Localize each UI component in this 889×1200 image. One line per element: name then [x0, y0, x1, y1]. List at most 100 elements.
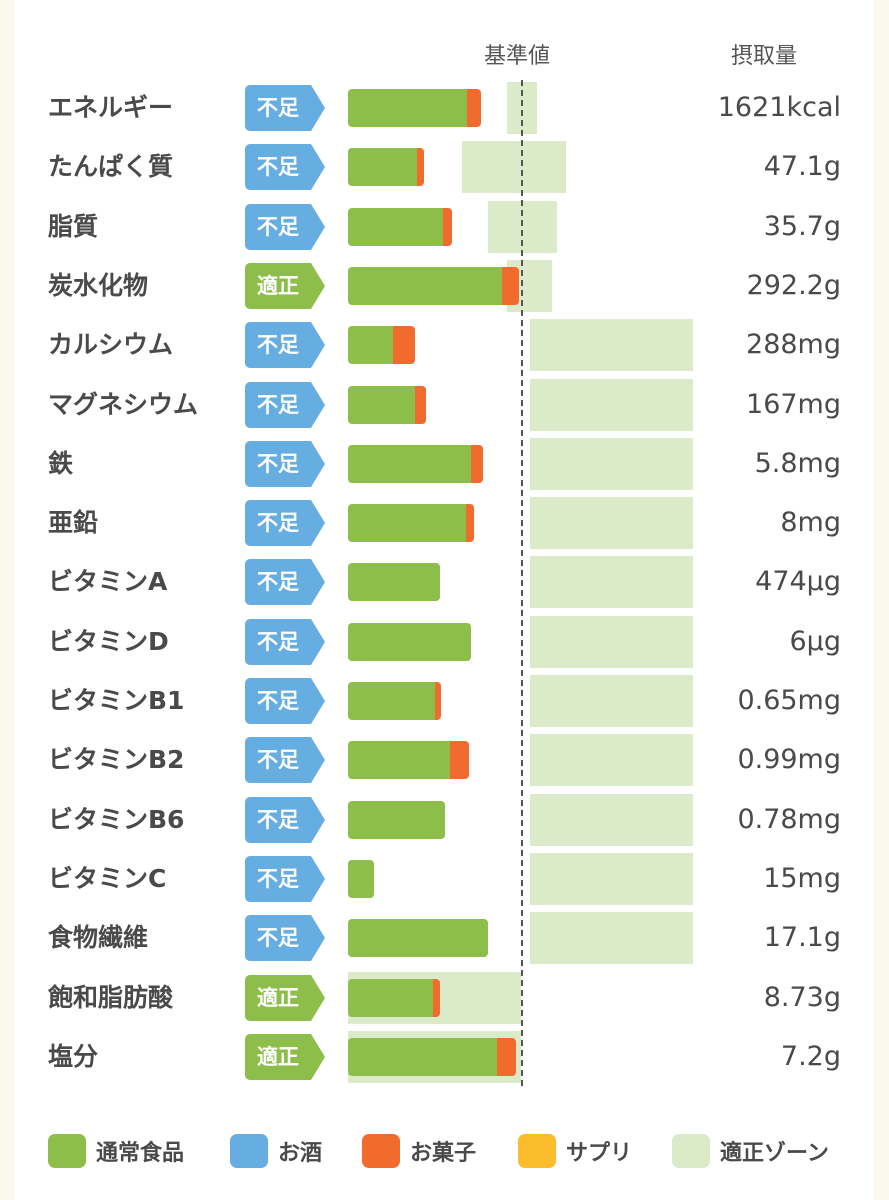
bar-16 [348, 1037, 516, 1076]
nutrient-name: 鉄 [48, 448, 74, 478]
bar-2 [348, 207, 452, 246]
bar-segment-お菓子 [443, 207, 452, 246]
intake-value: 0.65mg [737, 685, 841, 716]
intake-value: 0.99mg [737, 744, 841, 776]
legend-label: 通常食品 [96, 1141, 185, 1166]
zone-7 [529, 497, 693, 550]
zone-4 [529, 319, 693, 372]
status-badge: 不足 [245, 678, 325, 724]
zone-14 [529, 912, 693, 965]
intake-value: 7.2g [780, 1040, 841, 1072]
status-badge: 不足 [245, 203, 325, 250]
bar-14 [348, 919, 489, 958]
bar-8 [348, 563, 440, 602]
intake-value: 288mg [746, 329, 841, 361]
legend-swatch [672, 1134, 710, 1168]
bar-10 [348, 682, 442, 720]
bar-segment-通常食品 [348, 859, 374, 898]
bar-segment-通常食品 [348, 148, 418, 187]
intake-value: 474μg [755, 566, 841, 598]
bar-segment-通常食品 [348, 326, 393, 365]
intake-header: 摂取量 [731, 44, 798, 69]
bar-1 [348, 148, 425, 187]
status-badge: 不足 [245, 322, 325, 369]
zone-11 [529, 734, 693, 787]
status-badge: 適正 [245, 262, 325, 309]
bar-segment-お菓子 [501, 266, 520, 305]
nutrient-name: 飽和脂肪酸 [48, 982, 174, 1012]
bar-segment-お菓子 [496, 1037, 516, 1076]
bar-6 [348, 444, 483, 483]
zone-5 [529, 378, 693, 431]
reference-line [521, 80, 523, 1086]
nutrient-name: 脂質 [48, 211, 99, 241]
bar-segment-通常食品 [348, 978, 433, 1017]
legend-label: サプリ [566, 1141, 633, 1166]
status-badge: 不足 [245, 85, 325, 131]
bar-segment-通常食品 [348, 207, 444, 246]
nutrient-name: 食物繊維 [48, 923, 149, 953]
nutrient-name: ビタミンA [48, 567, 168, 597]
bar-segment-通常食品 [348, 266, 502, 305]
legend-swatch [230, 1134, 268, 1168]
bar-segment-お菓子 [392, 326, 416, 365]
status-badge: 不足 [245, 381, 325, 428]
bar-segment-通常食品 [348, 800, 445, 839]
bar-9 [348, 622, 471, 661]
bar-segment-通常食品 [348, 622, 471, 661]
bar-13 [348, 859, 374, 898]
legend-item: お酒 [230, 1133, 322, 1169]
nutrient-name: カルシウム [48, 330, 174, 360]
intake-value: 35.7g [763, 210, 841, 242]
status-badge: 適正 [245, 974, 325, 1021]
bar-segment-通常食品 [348, 919, 489, 958]
bar-segment-通常食品 [348, 385, 416, 424]
bar-segment-お菓子 [432, 978, 440, 1017]
legend-item: 適正ゾーン [672, 1133, 829, 1169]
legend-swatch [48, 1134, 86, 1168]
intake-value: 1621kcal [717, 92, 841, 123]
status-badge: 不足 [245, 500, 325, 547]
bar-5 [348, 385, 426, 424]
intake-value: 6μg [789, 625, 842, 657]
bar-segment-通常食品 [348, 563, 440, 602]
bar-segment-通常食品 [348, 89, 468, 127]
intake-value: 167mg [746, 388, 841, 420]
nutrient-name: エネルギー [48, 93, 174, 122]
legend-swatch [362, 1134, 400, 1168]
bar-segment-通常食品 [348, 682, 435, 720]
reference-header: 基準値 [484, 44, 551, 69]
intake-value: 292.2g [746, 269, 841, 301]
bar-segment-お菓子 [415, 385, 426, 424]
legend-swatch [518, 1134, 556, 1168]
bar-11 [348, 741, 470, 780]
zone-9 [529, 615, 693, 668]
bar-segment-お菓子 [417, 148, 425, 187]
intake-value: 0.78mg [737, 803, 841, 835]
status-badge: 不足 [245, 559, 325, 606]
legend-label: お酒 [278, 1141, 323, 1166]
bar-segment-お菓子 [434, 682, 442, 720]
legend-item: お菓子 [362, 1133, 476, 1169]
status-badge: 不足 [245, 440, 325, 487]
status-badge: 不足 [245, 618, 325, 665]
legend-label: お菓子 [410, 1141, 477, 1166]
bar-segment-通常食品 [348, 741, 451, 780]
zone-13 [529, 852, 693, 905]
status-badge: 不足 [245, 855, 325, 902]
legend-item: サプリ [518, 1133, 632, 1169]
bar-segment-お菓子 [450, 741, 470, 780]
nutrient-name: 塩分 [48, 1041, 99, 1071]
status-badge: 不足 [245, 796, 325, 843]
zone-8 [529, 556, 693, 609]
status-badge: 不足 [245, 737, 325, 784]
bar-segment-通常食品 [348, 504, 466, 543]
intake-value: 47.1g [763, 151, 841, 183]
bar-4 [348, 326, 416, 365]
bar-15 [348, 978, 440, 1017]
nutrient-name: ビタミンB6 [48, 804, 185, 834]
intake-value: 8.73g [763, 981, 841, 1013]
bar-segment-お菓子 [467, 89, 482, 127]
nutrient-name: ビタミンB1 [48, 686, 185, 715]
bar-segment-お菓子 [470, 444, 483, 483]
